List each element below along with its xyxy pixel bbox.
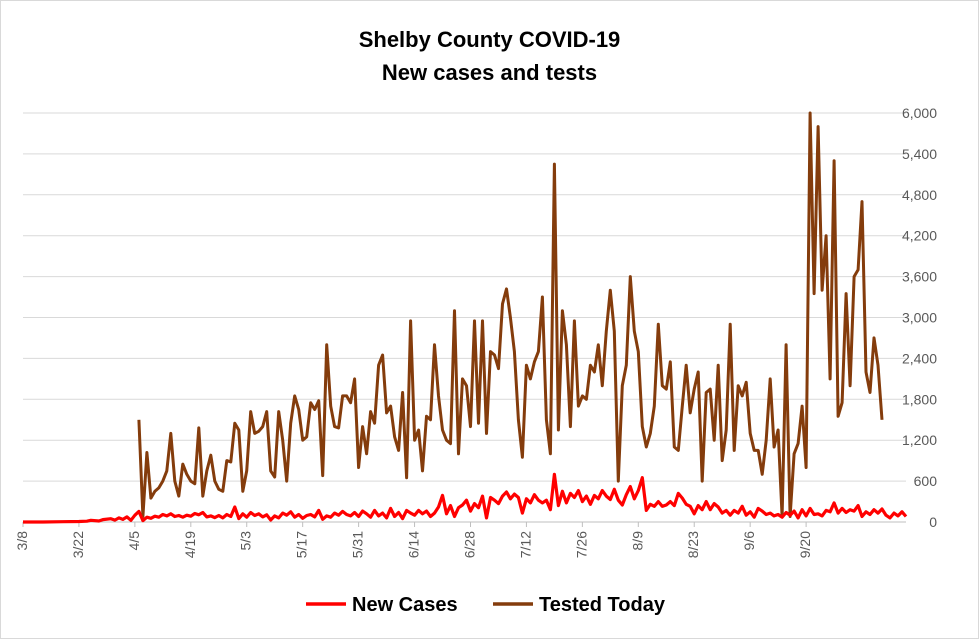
x-tick-label: 3/22 <box>70 531 86 558</box>
chart-subtitle: New cases and tests <box>381 60 598 85</box>
x-tick-label: 6/14 <box>406 531 422 558</box>
x-tick-label: 5/3 <box>238 531 254 551</box>
legend: New Cases Tested Today <box>306 594 666 616</box>
y-tick-label: 4,200 <box>902 228 937 244</box>
legend-label: New Cases <box>352 594 458 616</box>
y-tick-label: 2,400 <box>902 350 937 366</box>
y-tick-label: 600 <box>914 473 938 489</box>
gridlines <box>23 112 906 523</box>
legend-label: Tested Today <box>539 594 666 616</box>
chart-title: Shelby County COVID-19 New cases and tes… <box>1 23 978 89</box>
x-tick-label: 4/5 <box>126 531 142 551</box>
chart-title-line1: Shelby County COVID-19 <box>358 27 621 52</box>
x-tick-label: 7/12 <box>517 531 533 558</box>
x-axis-ticks: 3/8 3/22 4/5 4/19 5/3 5/17 5/31 6/14 6/28 7/12 7/2… <box>14 522 813 558</box>
x-tick-label: 8/9 <box>629 531 645 551</box>
x-tick-label: 9/6 <box>741 531 757 551</box>
y-tick-label: 1,800 <box>902 391 937 407</box>
y-tick-label: 3,600 <box>902 269 937 285</box>
x-tick-label: 4/19 <box>182 531 198 558</box>
y-tick-label: 5,400 <box>902 146 937 162</box>
x-tick-label: 8/23 <box>685 531 701 558</box>
y-tick-label: 3,000 <box>902 310 937 326</box>
y-tick-label: 1,200 <box>902 432 937 448</box>
y-tick-label: 6,000 <box>902 105 937 121</box>
series-line-new-cases <box>23 472 908 524</box>
x-tick-label: 5/17 <box>294 531 310 558</box>
x-tick-label: 9/20 <box>797 531 813 558</box>
x-tick-label: 7/26 <box>573 531 589 558</box>
x-tick-label: 3/8 <box>14 531 30 551</box>
y-axis-ticks: 0 600 1,200 1,800 2,400 3,000 3,600 4,200 4,800 5… <box>902 105 937 530</box>
x-tick-label: 5/31 <box>350 531 366 558</box>
y-tick-label: 0 <box>929 514 937 530</box>
series-line-tested-today <box>137 111 884 518</box>
y-tick-label: 4,800 <box>902 187 937 203</box>
series-lines <box>23 111 908 524</box>
x-tick-label: 6/28 <box>461 531 477 558</box>
